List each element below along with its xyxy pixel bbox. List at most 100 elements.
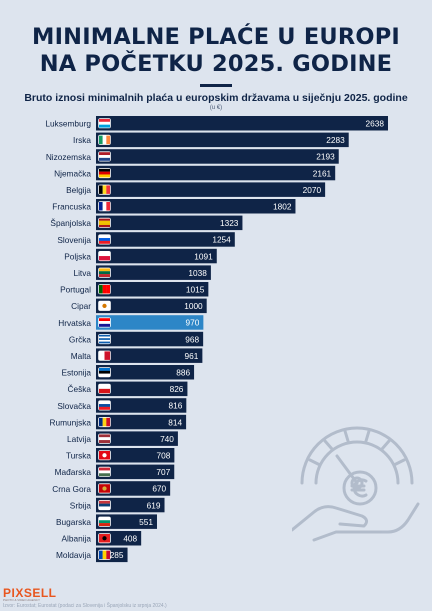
bar-group-18: Rumunjska 814 <box>49 414 187 430</box>
title-line-1: MINIMALNE PLAĆE U EUROPI <box>32 24 400 50</box>
value-label: 1802 <box>273 201 292 211</box>
bar-group-0: Luksemburg 2638 <box>45 116 388 131</box>
value-label: 970 <box>186 318 200 328</box>
flag-icon <box>98 134 111 145</box>
bar-group-22: Crna Gora 670 <box>52 481 171 496</box>
category-label: Srbija <box>70 500 92 510</box>
bar <box>96 215 243 231</box>
bar-group-25: Albanija 408 <box>61 531 142 546</box>
bar-group-14: Malta 961 <box>71 348 203 363</box>
flag-icon <box>98 483 111 494</box>
category-label: Slovenija <box>57 235 91 245</box>
flag-icon <box>98 251 111 262</box>
bar-group-2: Nizozemska 2193 <box>46 149 339 164</box>
title-line-2: NA POČETKU 2025. GODINE <box>39 51 393 77</box>
flag-icon <box>98 533 111 544</box>
flag-icon <box>98 317 111 328</box>
bar-group-10: Portugal 1015 <box>60 282 209 297</box>
bar <box>96 331 204 347</box>
bar <box>96 282 209 297</box>
bar-group-16: Češka 826 <box>67 381 188 397</box>
bar-group-19: Latvija 740 <box>67 431 178 446</box>
bar-group-20: Turska 708 <box>66 448 175 463</box>
value-label: 1015 <box>186 284 205 294</box>
category-label: Litva <box>73 268 91 278</box>
bar <box>96 414 187 430</box>
bar <box>96 116 388 131</box>
bar-group-11: Cipar 1000 <box>71 298 207 314</box>
bar-group-23: Srbija 619 <box>70 497 165 513</box>
source-note: Izvor: Eurostat; Eurostat (podaci za Slo… <box>3 603 167 609</box>
bar <box>96 298 207 314</box>
title-divider <box>200 84 232 87</box>
hand-gauge-euro-icon <box>292 426 420 542</box>
category-label: Hrvatska <box>58 318 91 328</box>
flag-icon <box>98 417 111 428</box>
value-label: 285 <box>110 550 124 560</box>
bar <box>96 265 211 280</box>
bar <box>96 365 195 380</box>
bar-group-4: Belgija 2070 <box>66 182 326 197</box>
bar-group-5: Francuska 1802 <box>52 199 296 214</box>
bar <box>96 481 171 496</box>
pixsell-logo: PIXSELL <box>3 586 57 600</box>
category-label: Poljska <box>64 251 91 261</box>
flag-icon <box>98 118 111 129</box>
flag-icon <box>98 350 111 361</box>
bar <box>96 165 336 181</box>
bar <box>96 199 296 214</box>
flag-icon <box>98 400 111 411</box>
category-label: Luksemburg <box>45 119 91 129</box>
bar <box>96 497 165 513</box>
value-label: 2638 <box>366 118 385 128</box>
bar <box>96 381 188 397</box>
bar-group-21: Mađarska 707 <box>55 464 175 480</box>
category-label: Mađarska <box>55 467 92 477</box>
value-label: 740 <box>160 434 174 444</box>
flag-icon <box>98 300 111 311</box>
value-label: 1091 <box>194 251 213 261</box>
flag-icon <box>98 168 111 179</box>
bar-group-26: Moldavija 285 <box>56 547 128 563</box>
value-label: 2283 <box>326 135 345 145</box>
category-label: Moldavija <box>56 550 91 560</box>
category-label: Cipar <box>71 301 91 311</box>
category-label: Češka <box>67 384 91 394</box>
flag-icon <box>98 433 111 444</box>
value-label: 670 <box>152 484 166 494</box>
flag-icon <box>98 234 111 245</box>
bar <box>96 464 175 480</box>
flag-icon <box>98 184 111 195</box>
flag-icon <box>98 284 111 295</box>
category-label: Albanija <box>61 534 91 544</box>
flag-icon <box>98 334 111 345</box>
bar-group-6: Španjolska 1323 <box>50 215 243 231</box>
value-label: 1254 <box>212 235 231 245</box>
value-label: 968 <box>185 334 199 344</box>
category-label: Grčka <box>69 334 92 344</box>
flag-icon <box>98 267 111 278</box>
flag-icon <box>98 500 111 511</box>
bar-group-1: Irska 2283 <box>73 132 349 148</box>
flag-icon <box>98 516 111 527</box>
value-label: 886 <box>176 367 190 377</box>
unit-label: (u €) <box>209 105 223 111</box>
category-label: Crna Gora <box>52 484 91 494</box>
bar <box>96 232 235 247</box>
value-label: 816 <box>168 401 182 411</box>
bar <box>96 398 187 413</box>
page-title: MINIMALNE PLAĆE U EUROPI NA POČETKU 2025… <box>0 24 432 78</box>
bar-group-9: Litva 1038 <box>73 265 211 280</box>
flag-icon <box>98 383 111 394</box>
value-label: 961 <box>185 351 199 361</box>
category-label: Nizozemska <box>46 152 92 162</box>
value-label: 619 <box>147 500 161 510</box>
value-label: 1038 <box>188 268 207 278</box>
logo-tagline: PHOTO & VIDEO AGENCY <box>3 598 40 602</box>
flag-icon <box>98 466 111 477</box>
bar <box>96 248 217 264</box>
flag-icon <box>98 201 111 212</box>
bar-group-24: Bugarska 551 <box>56 514 157 529</box>
flag-icon <box>98 450 111 461</box>
